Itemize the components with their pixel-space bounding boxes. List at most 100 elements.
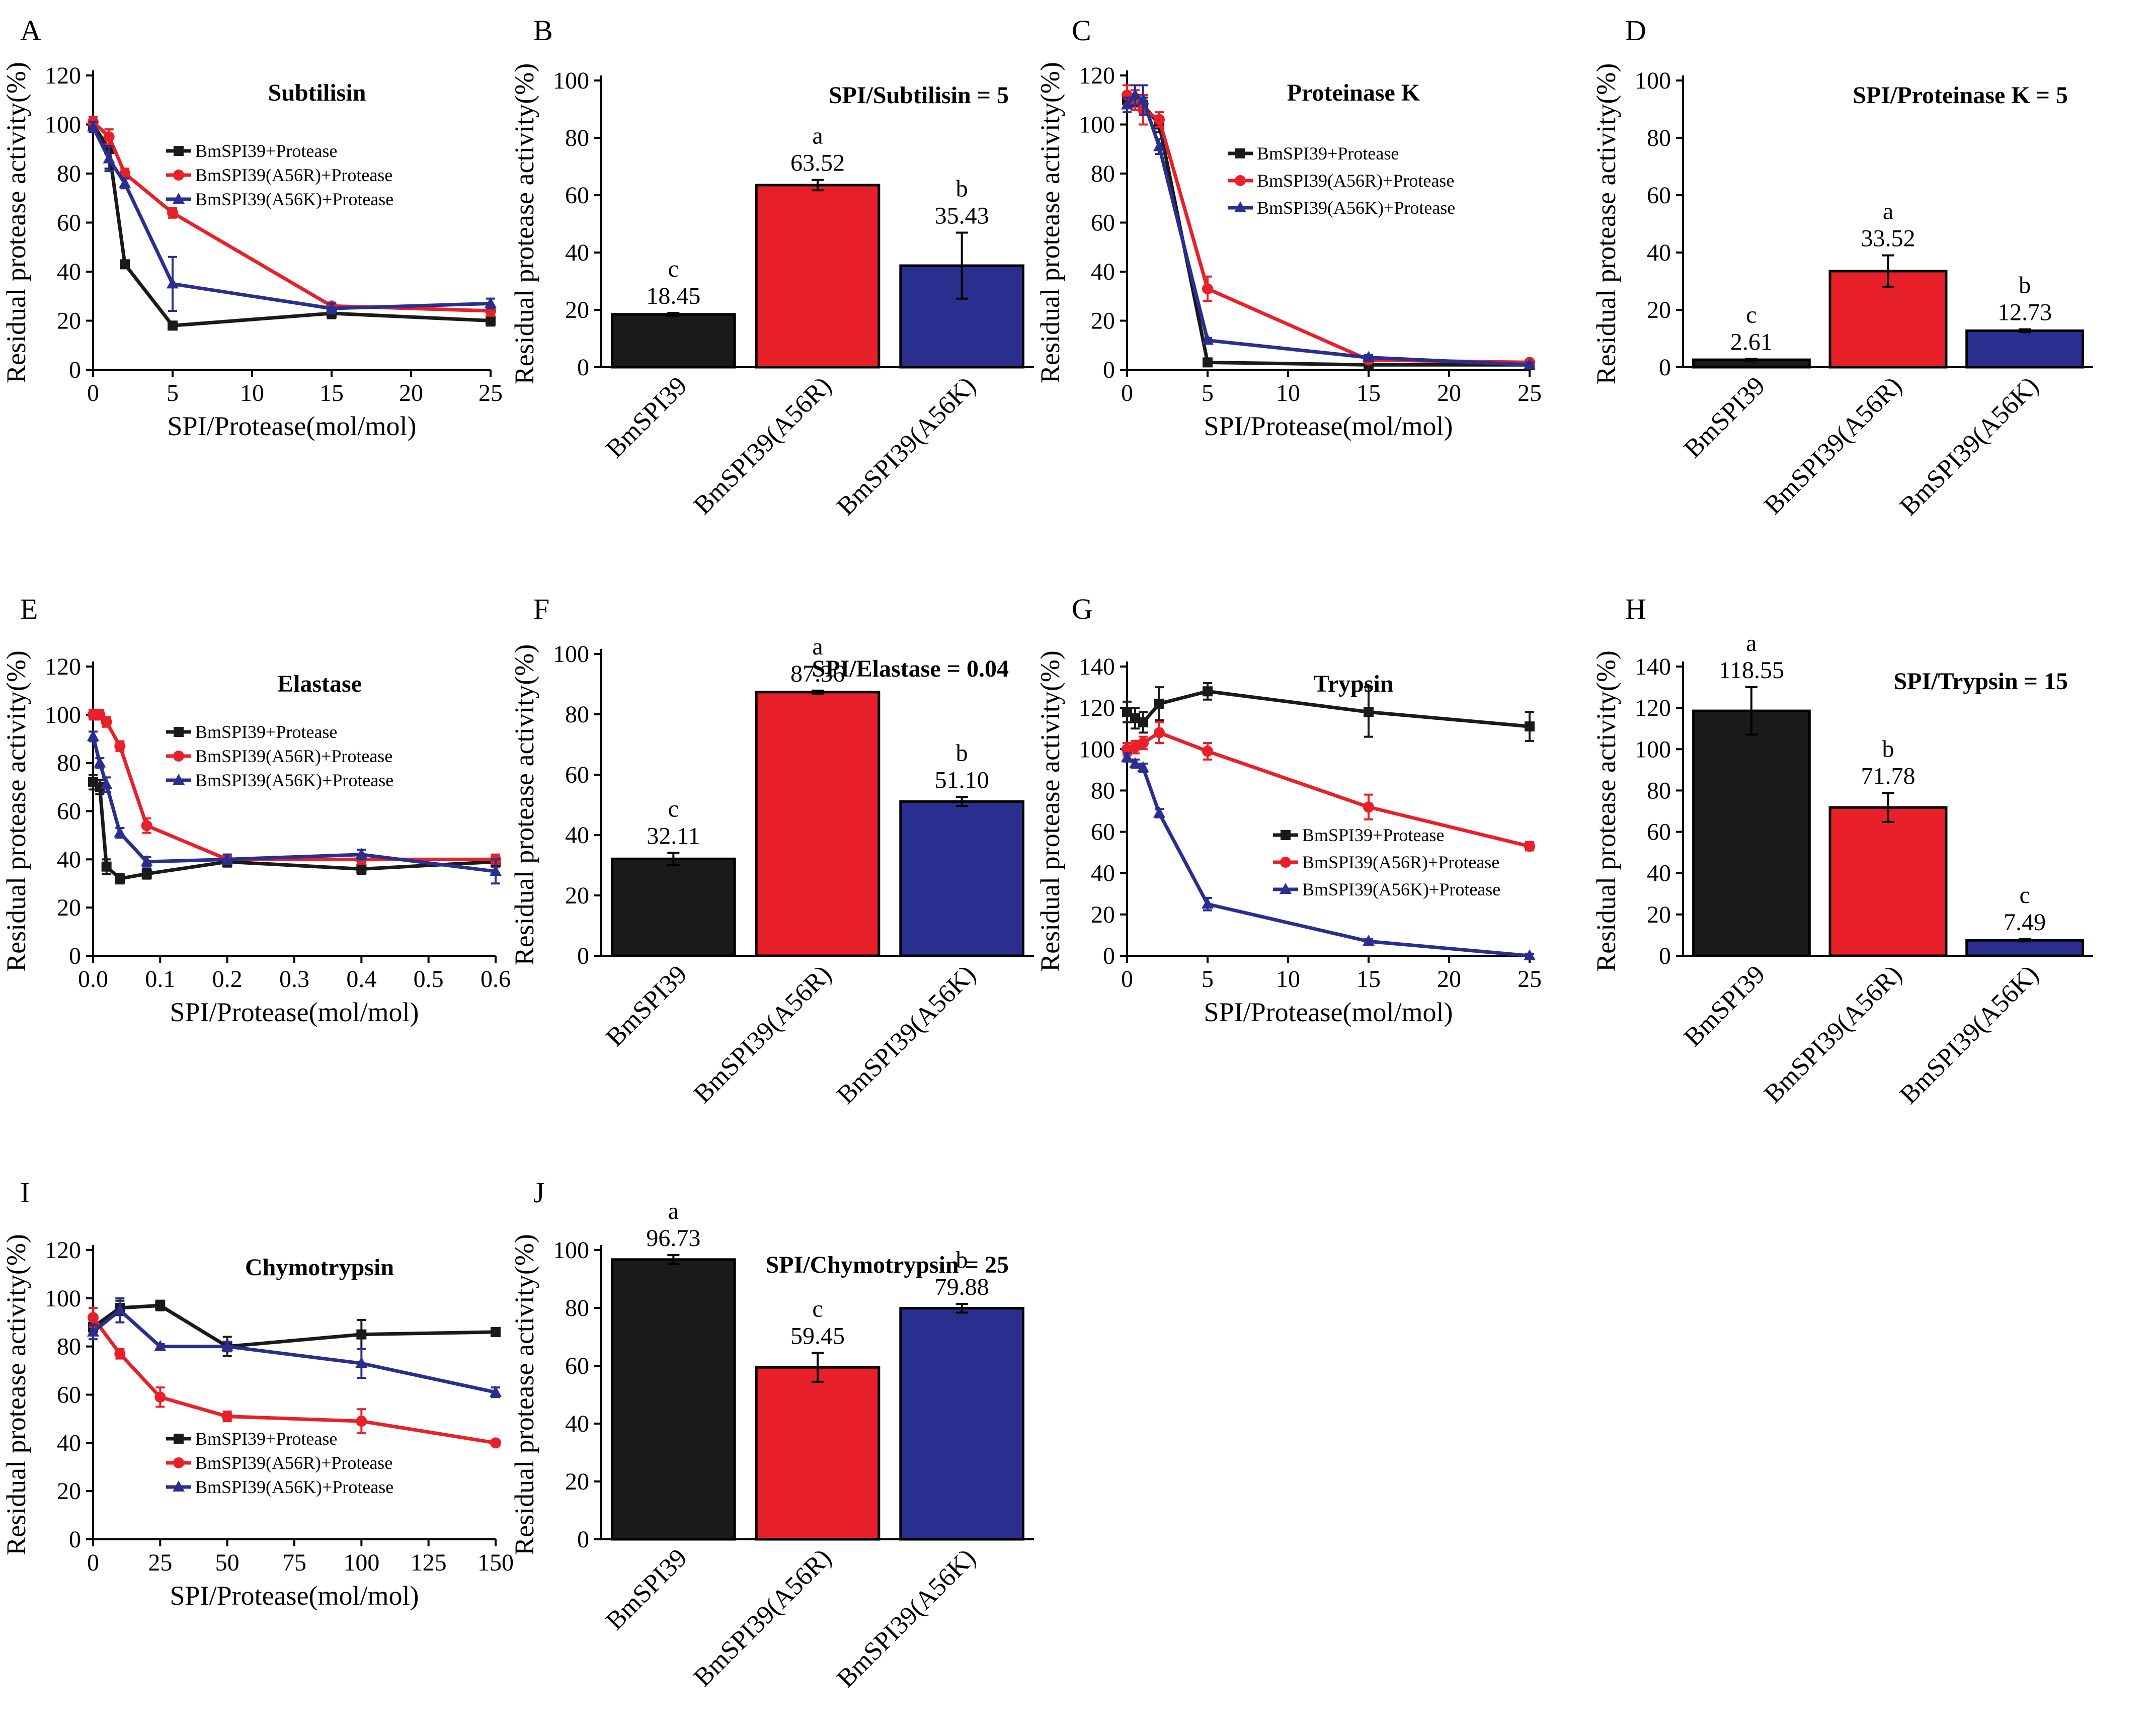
data-point-triangle [1153, 140, 1165, 151]
data-point-circle [114, 740, 126, 752]
y-tick-label: 140 [1079, 653, 1115, 680]
y-tick-label: 100 [1635, 736, 1671, 763]
data-point-triangle [140, 855, 153, 867]
x-tick-label: 10 [1276, 380, 1300, 406]
value-label: 71.78 [1861, 763, 1915, 789]
category-label: BmSPI39 [600, 960, 692, 1052]
y-tick-label: 0 [1659, 354, 1671, 381]
value-label: 96.73 [646, 1225, 700, 1252]
y-tick-label: 100 [1635, 67, 1671, 94]
series-line [1126, 98, 1530, 367]
legend-label: BmSPI39(A56K)+Protease [195, 770, 393, 790]
data-point-circle [141, 820, 152, 832]
legend-label: BmSPI39+Protease [195, 141, 337, 161]
panel-b: B 0 20 40 60 80 100 Residual protease activity(… [509, 14, 1034, 521]
significance-label: b [956, 175, 968, 202]
x-tick-label: 0.3 [279, 966, 309, 993]
panel-h: H 0 20 40 60 80 100 120 140 Residual protease act… [1591, 593, 2093, 1110]
data-point-square [174, 146, 184, 156]
data-point-triangle [490, 865, 502, 876]
y-tick-label: 40 [565, 822, 589, 849]
x-axis-title: SPI/Protease(mol/mol) [170, 997, 419, 1027]
series-a56k [87, 120, 497, 314]
x-tick-label: 15 [320, 380, 344, 406]
y-tick-label: 100 [553, 1237, 589, 1264]
data-point-circle [1154, 727, 1165, 738]
data-point-square [1130, 713, 1140, 723]
y-tick-label: 60 [57, 798, 81, 825]
y-tick-label: 100 [45, 702, 81, 728]
x-tick-label: 50 [215, 1549, 240, 1576]
data-point-square [120, 259, 130, 270]
data-point-circle [1235, 175, 1246, 186]
data-point-square [115, 873, 125, 884]
legend: BmSPI39+Protease BmSPI39(A56R)+Protease Bm… [1228, 143, 1455, 218]
legend-label: BmSPI39(A56R)+Protease [195, 165, 392, 185]
panel-d: D 0 20 40 60 80 100 Residual protease activity(… [1591, 14, 2093, 521]
bar-bmspi39 [611, 1258, 736, 1541]
data-point-circle [1524, 841, 1535, 852]
value-label: 118.55 [1719, 657, 1784, 684]
y-axis-title: Residual protease activity(%) [1591, 63, 1621, 385]
category-label: BmSPI39(A56K) [831, 1543, 981, 1693]
y-tick-label: 80 [1647, 777, 1671, 804]
y-axis-title: Residual protease activity(%) [509, 644, 539, 966]
y-tick-label: 80 [1091, 160, 1115, 187]
chart-title: Elastase [277, 671, 362, 697]
y-tick-label: 100 [1079, 112, 1115, 138]
x-tick-label: 0 [1121, 966, 1133, 993]
data-point-square [155, 1300, 166, 1311]
significance-label: b [956, 739, 968, 766]
legend-label: BmSPI39(A56K)+Protease [1302, 879, 1500, 899]
legend-label: BmSPI39+Protease [195, 722, 337, 742]
y-tick-label: 60 [57, 1382, 81, 1409]
legend-label: BmSPI39+Protease [1302, 825, 1444, 845]
y-tick-label: 20 [565, 297, 589, 323]
value-label: 59.45 [790, 1322, 845, 1349]
chart-title: Trypsin [1313, 671, 1393, 697]
bar-a56r [1828, 806, 1948, 957]
data-point-triangle [167, 277, 179, 289]
data-point-square [141, 869, 152, 879]
legend-label: BmSPI39(A56K)+Protease [195, 189, 393, 209]
significance-label: a [1883, 198, 1893, 225]
data-point-triangle [1363, 351, 1375, 362]
significance-label: c [812, 1295, 823, 1322]
panel-letter: D [1625, 14, 1646, 47]
y-tick-label: 80 [565, 701, 589, 728]
chart-title: SPI/Elastase = 0.04 [812, 655, 1009, 682]
value-label: 35.43 [935, 202, 989, 229]
data-point-triangle [154, 1340, 167, 1351]
series-line [92, 1316, 496, 1445]
data-point-triangle [221, 1340, 233, 1351]
category-label: BmSPI39(A56R) [1759, 371, 1907, 520]
x-tick-label: 0.5 [414, 966, 444, 993]
x-axis-title: SPI/Protease(mol/mol) [168, 411, 417, 441]
x-tick-label: 150 [477, 1549, 514, 1576]
series-a56r [1122, 84, 1535, 368]
x-tick-label: 5 [167, 380, 179, 406]
data-point-square [1364, 707, 1374, 717]
chart-title: SPI/Chymotrypsin = 25 [766, 1252, 1009, 1278]
data-point-triangle [1137, 93, 1149, 105]
y-tick-label: 20 [57, 894, 81, 921]
y-tick-label: 60 [565, 182, 589, 209]
x-tick-label: 125 [411, 1549, 447, 1576]
legend-label: BmSPI39(A56R)+Protease [195, 1453, 392, 1473]
data-point-triangle [1202, 334, 1214, 345]
y-tick-label: 0 [1103, 943, 1115, 969]
x-tick-label: 0.2 [212, 966, 243, 993]
data-point-circle [103, 131, 115, 142]
data-point-square [356, 1329, 367, 1340]
y-tick-label: 0 [577, 1526, 589, 1553]
y-tick-label: 80 [565, 1295, 589, 1321]
category-label: BmSPI39(A56K) [1894, 960, 2044, 1110]
x-tick-label: 0.1 [145, 966, 175, 993]
x-tick-label: 0.4 [346, 966, 376, 993]
x-tick-label: 5 [1202, 380, 1214, 406]
x-tick-label: 0 [87, 380, 99, 406]
chart-title: Subtilisin [268, 79, 366, 106]
data-point-triangle [87, 729, 99, 741]
